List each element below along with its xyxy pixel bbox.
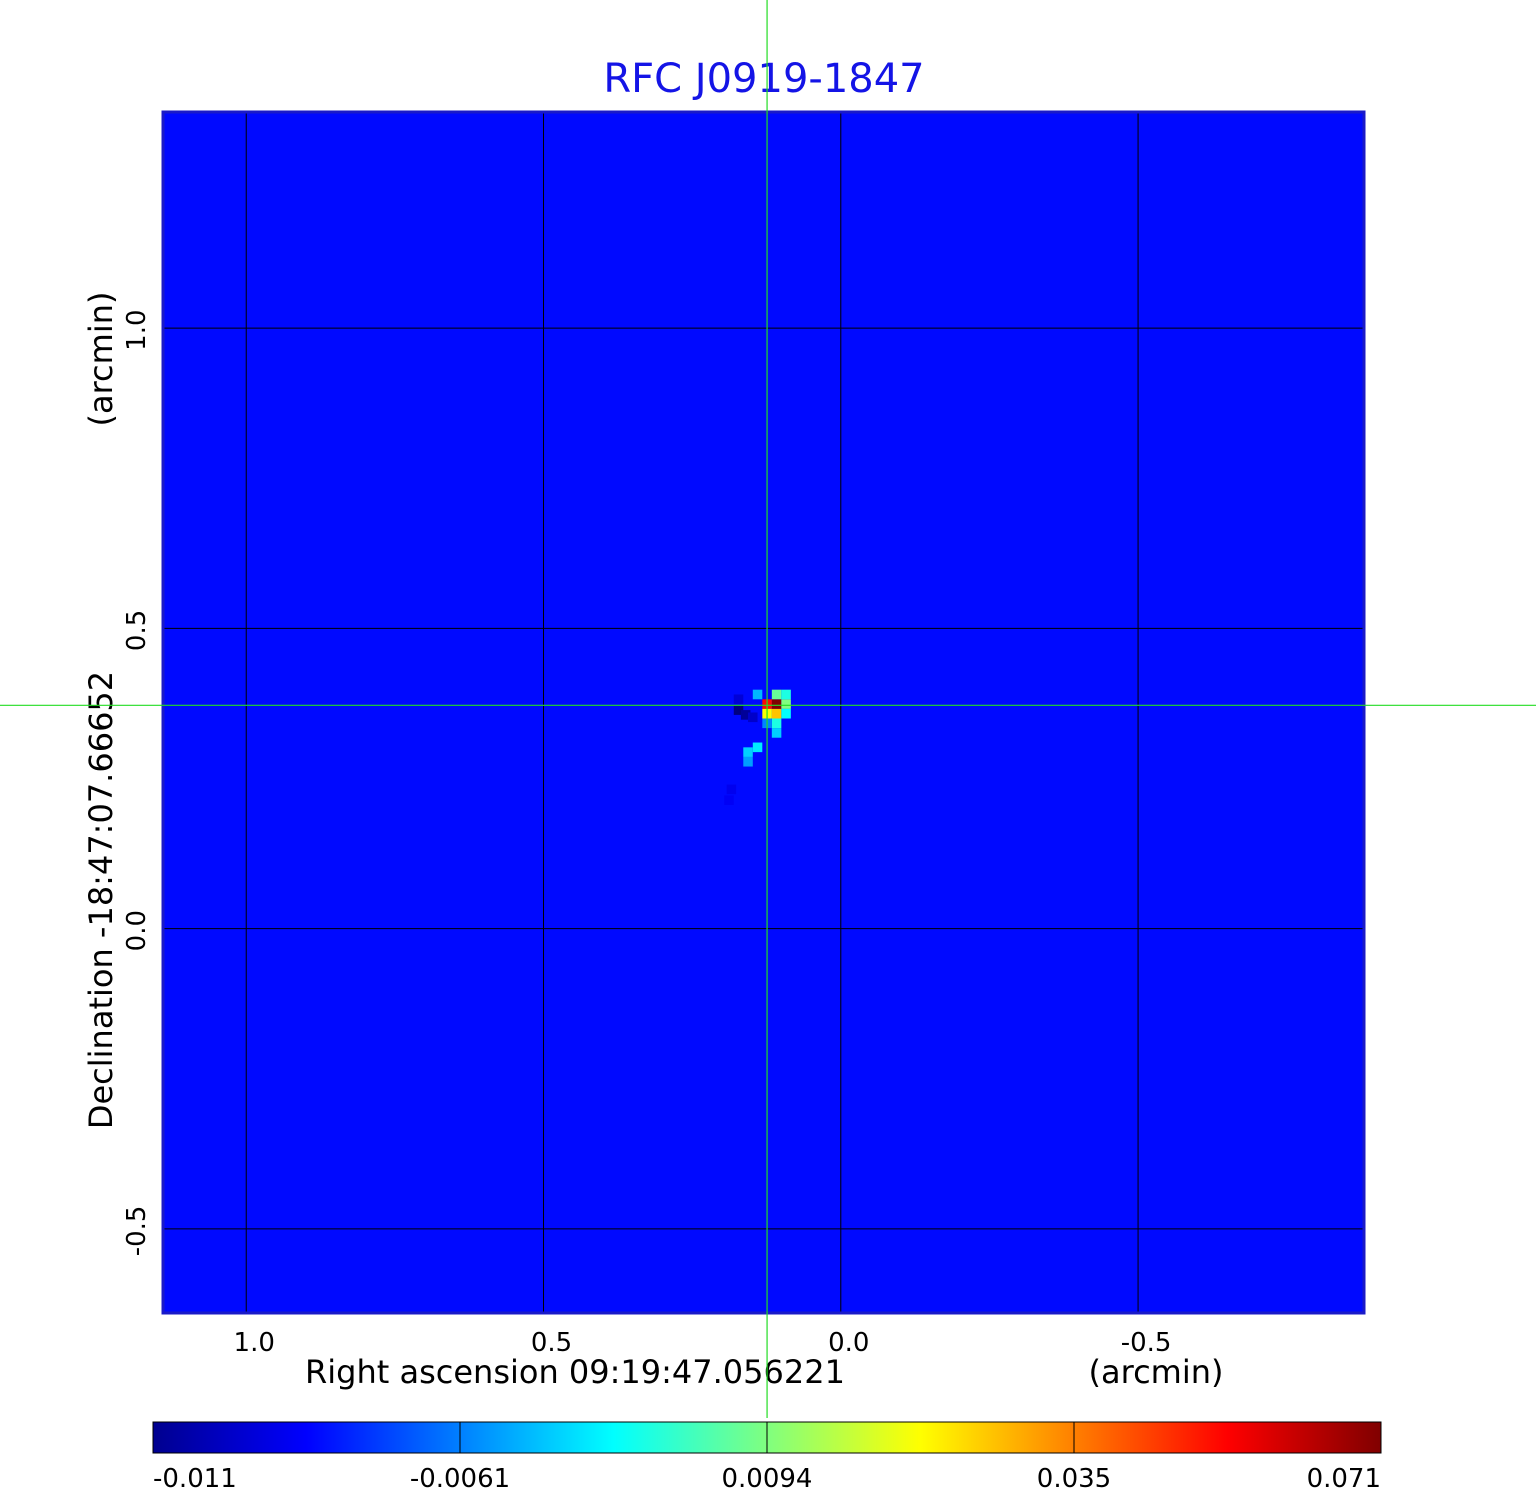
emission-pixel (733, 705, 744, 715)
x-tick-label: -0.5 (1121, 1328, 1172, 1358)
x-axis-label: Right ascension 09:19:47.056221 (305, 1353, 845, 1391)
coordinate-grid (163, 112, 1364, 1313)
crosshair (0, 0, 1536, 1418)
x-tick-label: 0.5 (531, 1328, 572, 1358)
emission-pixel (771, 718, 782, 729)
emission-pixel (726, 784, 737, 795)
emission-pixel (743, 747, 753, 757)
emission-pixel (733, 694, 744, 705)
emission-pixel (771, 689, 782, 700)
emission-pixel (771, 728, 782, 738)
plot-frame (161, 110, 1366, 1315)
emission-pixel (748, 712, 758, 723)
chart-title: RFC J0919-1847 (603, 56, 924, 102)
colorbar: -0.011 -0.0061 0.0094 0.035 0.071 (152, 1421, 1382, 1494)
colorbar-tick-label: 0.071 (1307, 1464, 1381, 1494)
colorbar-tick-label: 0.0094 (722, 1464, 813, 1494)
plot-area (161, 110, 1366, 1315)
colorbar-tick-label: -0.0061 (410, 1464, 510, 1494)
emission-pixel (752, 742, 763, 753)
colorbar-tick-label: 0.035 (1037, 1464, 1111, 1494)
y-tick-label: 0.0 (122, 910, 152, 951)
emission-pixel (724, 795, 734, 805)
y-tick-label: -0.5 (122, 1206, 152, 1257)
y-tick-labels: 1.0 0.5 0.0 -0.5 (122, 310, 152, 1257)
x-tick-label: 1.0 (234, 1328, 275, 1358)
x-tick-label: 0.0 (828, 1328, 869, 1358)
x-tick-labels: 1.0 0.5 0.0 -0.5 (234, 1328, 1172, 1358)
emission-pixel (771, 699, 782, 709)
y-axis-label: Declination -18:47:07.66652 (82, 671, 120, 1129)
emission-pixel (781, 699, 791, 709)
x-axis-unit: (arcmin) (1089, 1353, 1224, 1391)
y-tick-label: 1.0 (122, 310, 152, 351)
emission-pixel (781, 708, 791, 719)
colorbar-tick-label: -0.011 (153, 1464, 237, 1494)
emission-pixel (740, 710, 751, 720)
y-axis-unit: (arcmin) (82, 292, 120, 427)
y-tick-label: 0.5 (122, 610, 152, 651)
emission-pixel (781, 689, 791, 700)
colorbar-ticks: -0.011 -0.0061 0.0094 0.035 0.071 (152, 1422, 1382, 1494)
emission-pixel (752, 689, 763, 700)
emission-pixel (743, 756, 753, 767)
emission-pixel (771, 708, 782, 719)
